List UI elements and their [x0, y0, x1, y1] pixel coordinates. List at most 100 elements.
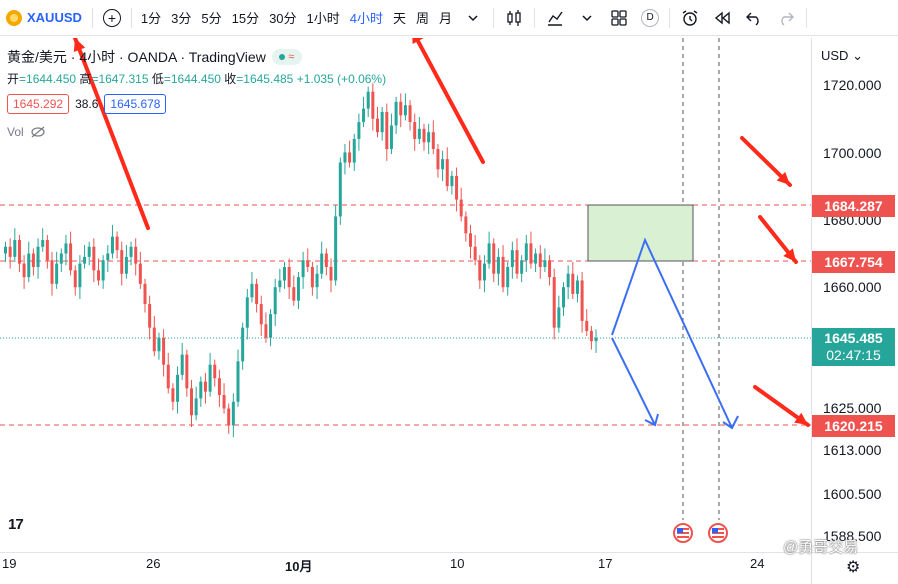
close-value: =1645.485	[236, 72, 294, 86]
market-status[interactable]: ≈	[271, 49, 302, 65]
symbol-label: XAUUSD	[27, 10, 82, 25]
timeframe-1h[interactable]: 1小时	[306, 11, 340, 26]
timeframe-5m[interactable]: 5分	[201, 11, 222, 26]
candle-body	[278, 280, 282, 288]
open-label: 开	[7, 72, 20, 86]
divider	[534, 7, 536, 28]
candle-body	[543, 260, 547, 267]
candle-body	[55, 263, 59, 284]
candle-body	[222, 395, 226, 409]
candle-body	[557, 307, 561, 328]
alarm-clock-icon	[682, 9, 698, 26]
timeframe-4h[interactable]: 4小时	[349, 11, 384, 26]
timeframe-1m[interactable]: 1分	[140, 11, 162, 26]
eye-hidden-icon[interactable]	[30, 126, 46, 138]
timeframe-month[interactable]: 月	[439, 11, 453, 26]
grid-layout-icon	[611, 9, 627, 26]
price-level-tag[interactable]: 1667.754	[812, 251, 895, 273]
alert-button[interactable]	[674, 4, 706, 32]
candle-body	[269, 314, 273, 338]
arrowhead-icon	[73, 38, 86, 52]
candle-body	[403, 105, 407, 116]
legend-title[interactable]: 黄金/美元 · 4小时 · OANDA · TradingView	[7, 49, 266, 65]
candle-body	[562, 287, 565, 308]
candle-body	[259, 304, 263, 325]
bar-countdown: 02:47:15	[826, 347, 881, 363]
arrowhead-icon	[722, 415, 739, 430]
candle-body	[529, 243, 533, 264]
price-tick: 1600.500	[823, 486, 882, 502]
candle-body	[478, 260, 482, 281]
indicators-dropdown[interactable]	[571, 4, 603, 32]
candle-body	[185, 354, 189, 389]
candle-body	[59, 253, 63, 264]
chart-type-button[interactable]	[498, 4, 530, 32]
price-tick: 1660.000	[823, 279, 882, 295]
candle-body	[580, 280, 584, 321]
timeframe-30m[interactable]: 30分	[269, 11, 297, 26]
buy-price-button[interactable]: 1645.678	[104, 94, 167, 114]
candle-body	[227, 408, 231, 426]
chart-legend: 黄金/美元 · 4小时 · OANDA · TradingView ≈	[7, 47, 302, 67]
candle-body	[199, 381, 203, 399]
candle-body	[487, 243, 491, 264]
candle-body	[287, 266, 291, 288]
timeframe-dropdown[interactable]	[457, 4, 489, 32]
candle-body	[27, 253, 31, 278]
price-axis[interactable]	[811, 38, 898, 552]
candle-body	[348, 152, 352, 163]
session-button[interactable]: D	[635, 4, 665, 32]
candle-body	[250, 283, 254, 298]
spread-value: 38.6	[75, 97, 99, 111]
settings-gear-icon[interactable]: ⚙	[846, 559, 861, 576]
candle-body	[362, 108, 366, 123]
candle-body	[83, 256, 87, 264]
time-axis[interactable]	[0, 552, 811, 584]
chevron-down-icon	[582, 14, 592, 21]
us-flag-event-icon[interactable]	[673, 523, 693, 543]
price-chart[interactable]	[0, 38, 811, 552]
close-label: 收	[224, 72, 237, 86]
undo-icon	[746, 12, 759, 26]
candle-body	[589, 331, 593, 342]
symbol-search[interactable]: XAUUSD	[0, 4, 88, 32]
candle-body	[36, 246, 40, 267]
candle-body	[41, 240, 45, 247]
candle-body	[515, 250, 519, 274]
timeframe-3m[interactable]: 3分	[171, 11, 192, 26]
gold-logo-icon	[6, 9, 22, 26]
candle-body	[176, 374, 180, 402]
replay-button[interactable]	[706, 4, 738, 32]
redo-button[interactable]	[770, 4, 802, 32]
candle-body	[455, 175, 459, 200]
layout-button[interactable]	[603, 4, 635, 32]
us-flag-event-icon[interactable]	[708, 523, 728, 543]
timeframe-15m[interactable]: 15分	[231, 11, 260, 26]
price-level-tag[interactable]: 1620.215	[812, 415, 895, 437]
current-price-tag[interactable]: 1645.485 02:47:15	[812, 328, 895, 366]
undo-button[interactable]	[738, 4, 770, 32]
candle-body	[329, 266, 333, 281]
annotation-arrow	[414, 38, 485, 164]
compare-button[interactable]: +	[97, 4, 127, 32]
volume-legend: Vol	[7, 125, 46, 139]
timeframe-week[interactable]: 周	[416, 11, 430, 26]
arrowhead-icon	[644, 413, 659, 427]
currency-selector[interactable]: USD ⌄	[821, 48, 863, 63]
candle-body	[129, 246, 133, 257]
candle-body	[575, 280, 579, 294]
candle-body	[394, 101, 398, 126]
indicators-button[interactable]	[539, 4, 571, 32]
price-level-tag[interactable]: 1684.287	[812, 195, 895, 217]
candles-icon	[507, 9, 521, 26]
candle-body	[162, 337, 166, 365]
bid-ask: 1645.292 38.6 1645.678	[7, 94, 167, 114]
candle-body	[115, 236, 119, 251]
candle-body	[31, 253, 35, 267]
candle-body	[241, 327, 245, 362]
timeframe-day[interactable]: 天	[393, 11, 407, 26]
candle-body	[492, 243, 496, 274]
tradingview-logo[interactable]: 17	[8, 516, 24, 533]
candle-body	[552, 277, 556, 328]
sell-price-button[interactable]: 1645.292	[7, 94, 70, 114]
